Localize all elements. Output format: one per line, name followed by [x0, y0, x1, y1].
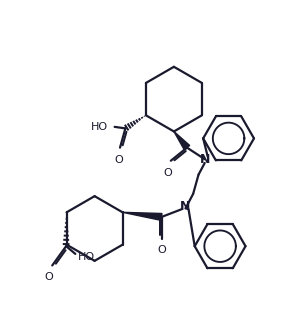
Text: N: N — [200, 153, 211, 166]
Text: O: O — [157, 245, 166, 255]
Polygon shape — [123, 212, 162, 220]
Text: HO: HO — [78, 252, 95, 262]
Text: O: O — [114, 155, 123, 165]
Text: N: N — [180, 201, 191, 213]
Text: O: O — [44, 272, 53, 283]
Text: O: O — [163, 168, 172, 178]
Text: HO: HO — [91, 122, 108, 132]
Polygon shape — [174, 131, 190, 150]
